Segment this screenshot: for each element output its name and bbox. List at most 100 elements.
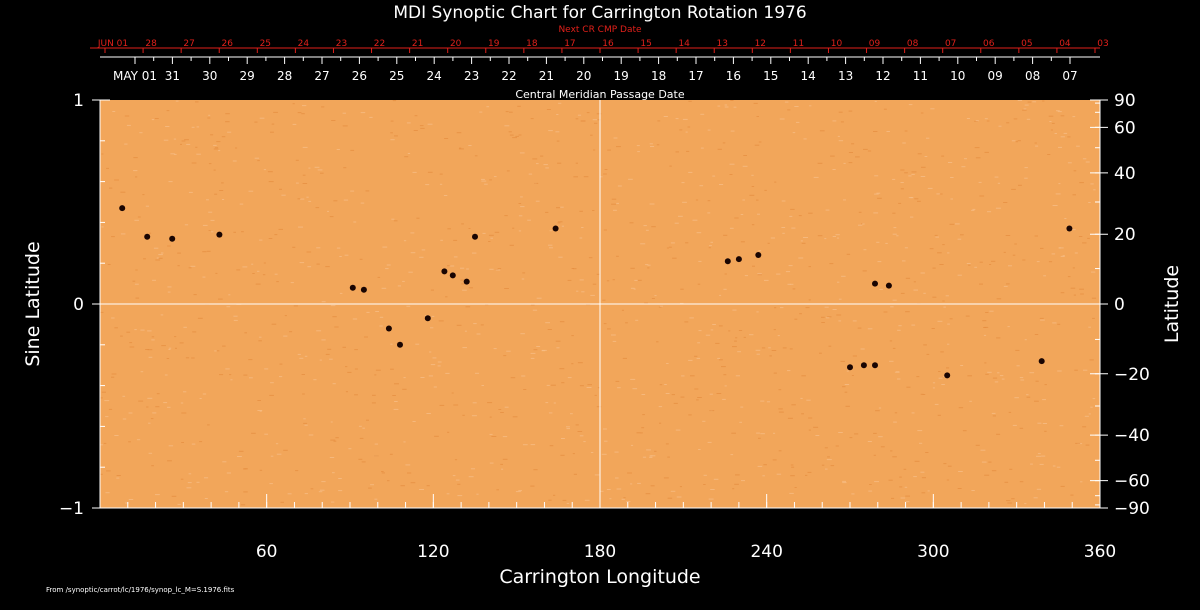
texture-speck [342, 346, 346, 348]
texture-speck [675, 429, 681, 431]
texture-speck [1006, 122, 1010, 124]
sunspot [755, 252, 762, 258]
texture-speck [790, 464, 794, 466]
texture-speck [343, 199, 349, 201]
texture-speck [163, 402, 168, 404]
texture-speck [616, 146, 621, 148]
texture-speck [379, 316, 384, 318]
texture-speck [224, 491, 229, 493]
texture-speck [135, 297, 140, 299]
texture-speck [271, 123, 275, 125]
texture-speck [634, 279, 638, 281]
texture-speck [910, 216, 914, 218]
texture-speck [597, 119, 601, 121]
sunspot [441, 268, 448, 275]
texture-speck [1056, 110, 1060, 112]
texture-speck [592, 283, 597, 285]
texture-speck [666, 363, 669, 364]
texture-speck [533, 469, 538, 471]
texture-speck [984, 118, 988, 120]
texture-speck [674, 222, 679, 224]
texture-speck [509, 244, 514, 246]
texture-speck [120, 335, 123, 337]
texture-speck [393, 220, 398, 222]
texture-speck [427, 123, 433, 125]
texture-speck [874, 481, 879, 483]
texture-speck [848, 152, 853, 153]
texture-speck [390, 132, 393, 134]
texture-speck [874, 100, 877, 102]
texture-speck [669, 165, 672, 167]
sunspot [424, 315, 431, 322]
texture-speck [832, 236, 836, 237]
texture-speck [192, 331, 197, 333]
texture-speck [1060, 292, 1065, 294]
texture-speck [949, 223, 955, 225]
texture-speck [440, 239, 443, 241]
texture-speck [920, 176, 926, 177]
texture-speck [734, 217, 739, 219]
texture-speck [122, 395, 126, 397]
texture-speck [697, 342, 701, 344]
next-cr-date-label: 05 [1021, 39, 1032, 49]
texture-speck [139, 132, 143, 134]
texture-speck [877, 197, 882, 199]
texture-speck [1024, 104, 1029, 106]
texture-speck [126, 124, 131, 126]
texture-speck [108, 408, 113, 410]
texture-speck [715, 342, 720, 344]
texture-speck [883, 108, 887, 110]
texture-speck [151, 465, 154, 467]
texture-speck [187, 482, 192, 484]
texture-speck [659, 305, 663, 307]
texture-speck [685, 242, 689, 244]
texture-speck [885, 242, 888, 244]
texture-speck [254, 121, 258, 123]
texture-speck [308, 434, 314, 436]
texture-speck [1082, 242, 1087, 244]
texture-speck [1052, 465, 1056, 467]
texture-speck [734, 340, 737, 342]
x-axis: 60 120 180 240 300 360 [99, 494, 1116, 562]
texture-speck [791, 227, 796, 229]
texture-speck [1007, 502, 1012, 504]
texture-speck [394, 383, 399, 385]
texture-speck [251, 432, 256, 434]
texture-speck [518, 215, 523, 217]
texture-speck [603, 173, 607, 175]
texture-speck [268, 238, 273, 239]
texture-speck [331, 120, 336, 121]
texture-speck [636, 145, 640, 147]
texture-speck [732, 488, 735, 490]
texture-speck [719, 294, 722, 296]
texture-speck [278, 228, 283, 230]
texture-speck [347, 371, 352, 373]
texture-speck [1014, 397, 1019, 399]
texture-speck [974, 147, 980, 149]
texture-speck [308, 167, 311, 169]
texture-speck [789, 283, 794, 285]
texture-speck [545, 322, 550, 324]
texture-speck [942, 244, 945, 246]
texture-speck [348, 448, 352, 450]
texture-speck [654, 295, 657, 297]
sunspot [872, 362, 878, 369]
texture-speck [710, 241, 713, 243]
texture-speck [723, 374, 727, 376]
texture-speck [947, 323, 950, 325]
texture-speck [339, 292, 343, 294]
texture-speck [800, 397, 803, 399]
texture-speck [390, 343, 393, 345]
texture-speck [481, 178, 485, 180]
next-cr-date-label: 26 [222, 39, 234, 49]
texture-speck [1083, 369, 1088, 371]
texture-speck [390, 368, 394, 370]
texture-speck [549, 445, 554, 447]
texture-speck [342, 112, 346, 114]
texture-speck [774, 181, 777, 183]
texture-speck [997, 182, 1001, 184]
texture-speck [645, 264, 649, 266]
texture-speck [359, 437, 364, 439]
texture-speck [707, 441, 712, 443]
texture-speck [651, 298, 655, 299]
